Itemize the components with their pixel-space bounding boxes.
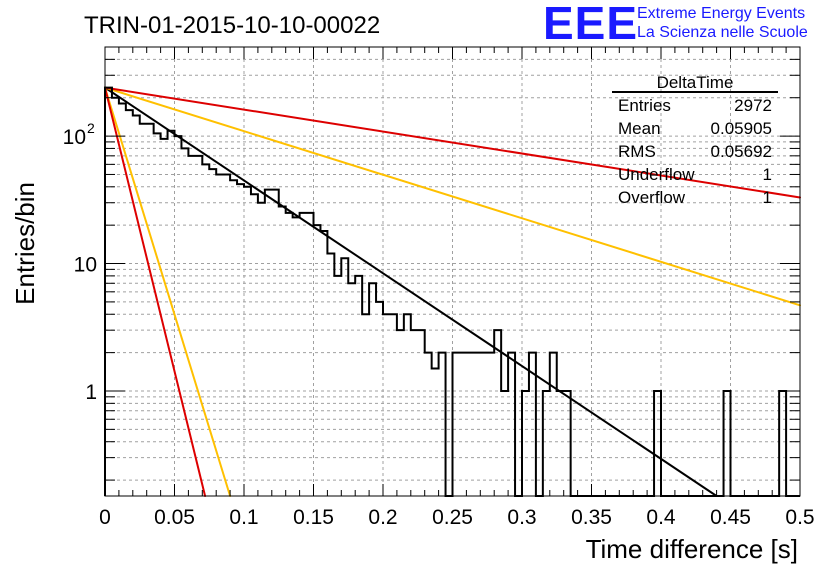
fit-curve — [104, 86, 207, 497]
fit-curve — [104, 86, 801, 307]
stats-row-label: RMS — [618, 142, 656, 161]
stats-row-value: 2972 — [734, 96, 772, 115]
x-tick-label: 0.1 — [229, 506, 258, 529]
x-tick-label: 0.05 — [154, 506, 195, 529]
stats-box: DeltaTime Entries 2972 Mean 0.05905 RMS 0.0569… — [612, 73, 778, 207]
y-tick-label: 10 — [63, 126, 86, 149]
fit-curves — [104, 86, 801, 497]
x-tick-label: 0.35 — [571, 506, 612, 529]
y-axis-label: Entries/bin — [10, 182, 40, 305]
stats-row-value: 0.05692 — [711, 142, 772, 161]
fit-curve — [104, 86, 801, 199]
logo-line-2: La Scienza nelle Scuole — [637, 24, 808, 41]
fit-curve — [104, 86, 232, 497]
y-tick-label: 10 — [74, 254, 97, 277]
x-axis-label: Time difference [s] — [586, 534, 798, 564]
y-tick-exponent: 2 — [87, 120, 95, 136]
stats-row-label: Underflow — [618, 165, 695, 184]
eee-logo-mark: EEE — [543, 0, 639, 49]
histogram-outline — [104, 86, 800, 497]
x-tick-label: 0 — [99, 506, 111, 529]
x-tick-label: 0.2 — [368, 506, 397, 529]
stats-row-value: 1 — [763, 165, 772, 184]
x-tick-label: 0.25 — [432, 506, 473, 529]
x-tick-label: 0.4 — [646, 506, 676, 529]
logo-line-1: Extreme Energy Events — [637, 5, 806, 22]
stats-row-value: 1 — [763, 188, 772, 207]
stats-row-value: 0.05905 — [711, 119, 772, 138]
fit-curve — [104, 86, 718, 497]
stats-row-label: Overflow — [618, 188, 686, 207]
x-tick-label: 0.3 — [507, 506, 536, 529]
chart-title: TRIN-01-2015-10-10-00022 — [84, 12, 380, 39]
x-tick-label: 0.5 — [785, 506, 814, 529]
x-tick-label: 0.45 — [710, 506, 751, 529]
stats-row-label: Mean — [618, 119, 661, 138]
axes: 0 0.05 0.1 0.15 0.2 0.25 0.3 0.35 0.4 0.45 0.5 1 10 1… — [63, 46, 815, 529]
y-tick-label: 1 — [85, 381, 97, 404]
stats-title: DeltaTime — [657, 73, 734, 92]
stats-row-label: Entries — [618, 96, 671, 115]
x-tick-label: 0.15 — [293, 506, 334, 529]
histogram-bars — [104, 86, 800, 497]
